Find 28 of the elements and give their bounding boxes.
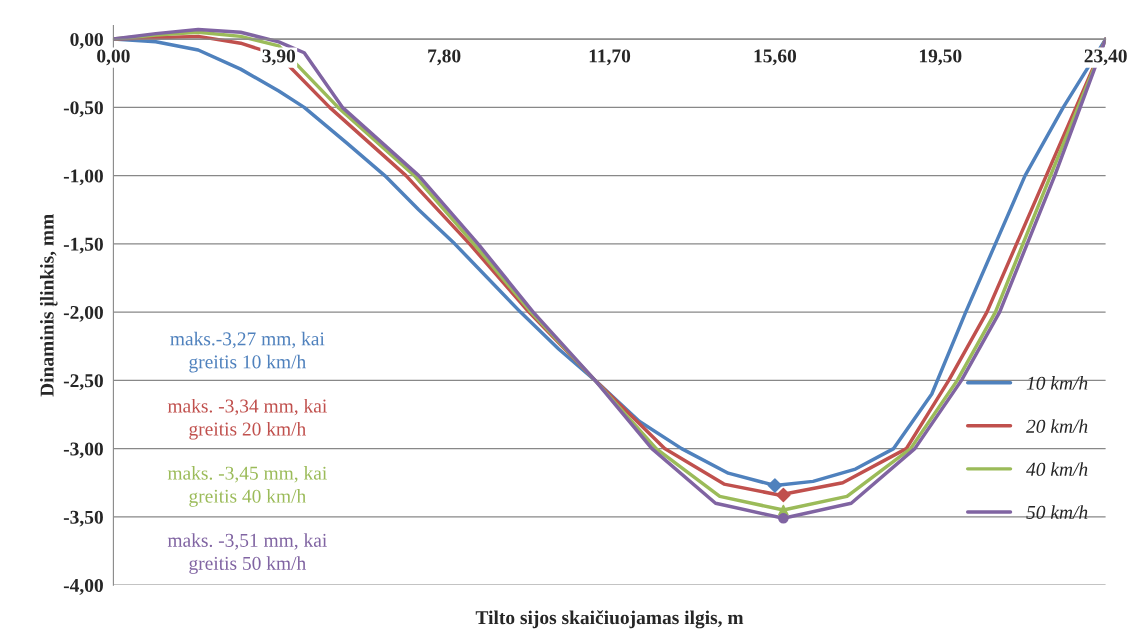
point <box>778 512 789 524</box>
y-tick-label: -1,00 <box>63 169 103 186</box>
legend-label: 10 km/h <box>1026 376 1088 390</box>
point <box>767 478 783 493</box>
y-tick-label: -1,50 <box>63 237 103 254</box>
y-tick-label: -4,00 <box>63 578 103 595</box>
annotation: maks. -3,34 mm, kai greitis 20 km/h <box>167 398 327 440</box>
y-tick-label: -2,50 <box>63 374 103 391</box>
y-tick-label: 0,00 <box>70 32 103 49</box>
point <box>776 487 791 503</box>
x-tick-label: 15,60 <box>754 49 797 66</box>
x-tick-label: 7,80 <box>428 49 461 66</box>
legend-label: 20 km/h <box>1026 419 1088 433</box>
x-tick-label: 11,70 <box>589 49 631 66</box>
annotation: maks. -3,45 mm, kai greitis 40 km/h <box>167 466 327 507</box>
y-axis-title: Dinaminis įlinkis, mm <box>39 214 58 397</box>
x-tick-label: 23,40 <box>1084 49 1127 66</box>
y-tick-label: -3,00 <box>63 442 103 459</box>
y-tick-label: -2,00 <box>63 305 103 322</box>
y-tick-label: -3,50 <box>63 510 103 527</box>
annotation: maks. -3,51 mm, kai greitis 50 km/h <box>167 533 327 574</box>
x-tick-label: 0,00 <box>97 49 130 66</box>
legend-label: 40 km/h <box>1026 462 1088 476</box>
annotation: maks.-3,27 mm, kai greitis 10 km/h <box>170 331 325 373</box>
legend-label: 50 km/h <box>1026 505 1088 519</box>
x-axis-title: Tilto sijos skaičiuojamas ilgis, m <box>475 610 744 629</box>
y-tick-label: -0,50 <box>63 101 103 118</box>
x-tick-label: 19,50 <box>919 49 962 66</box>
